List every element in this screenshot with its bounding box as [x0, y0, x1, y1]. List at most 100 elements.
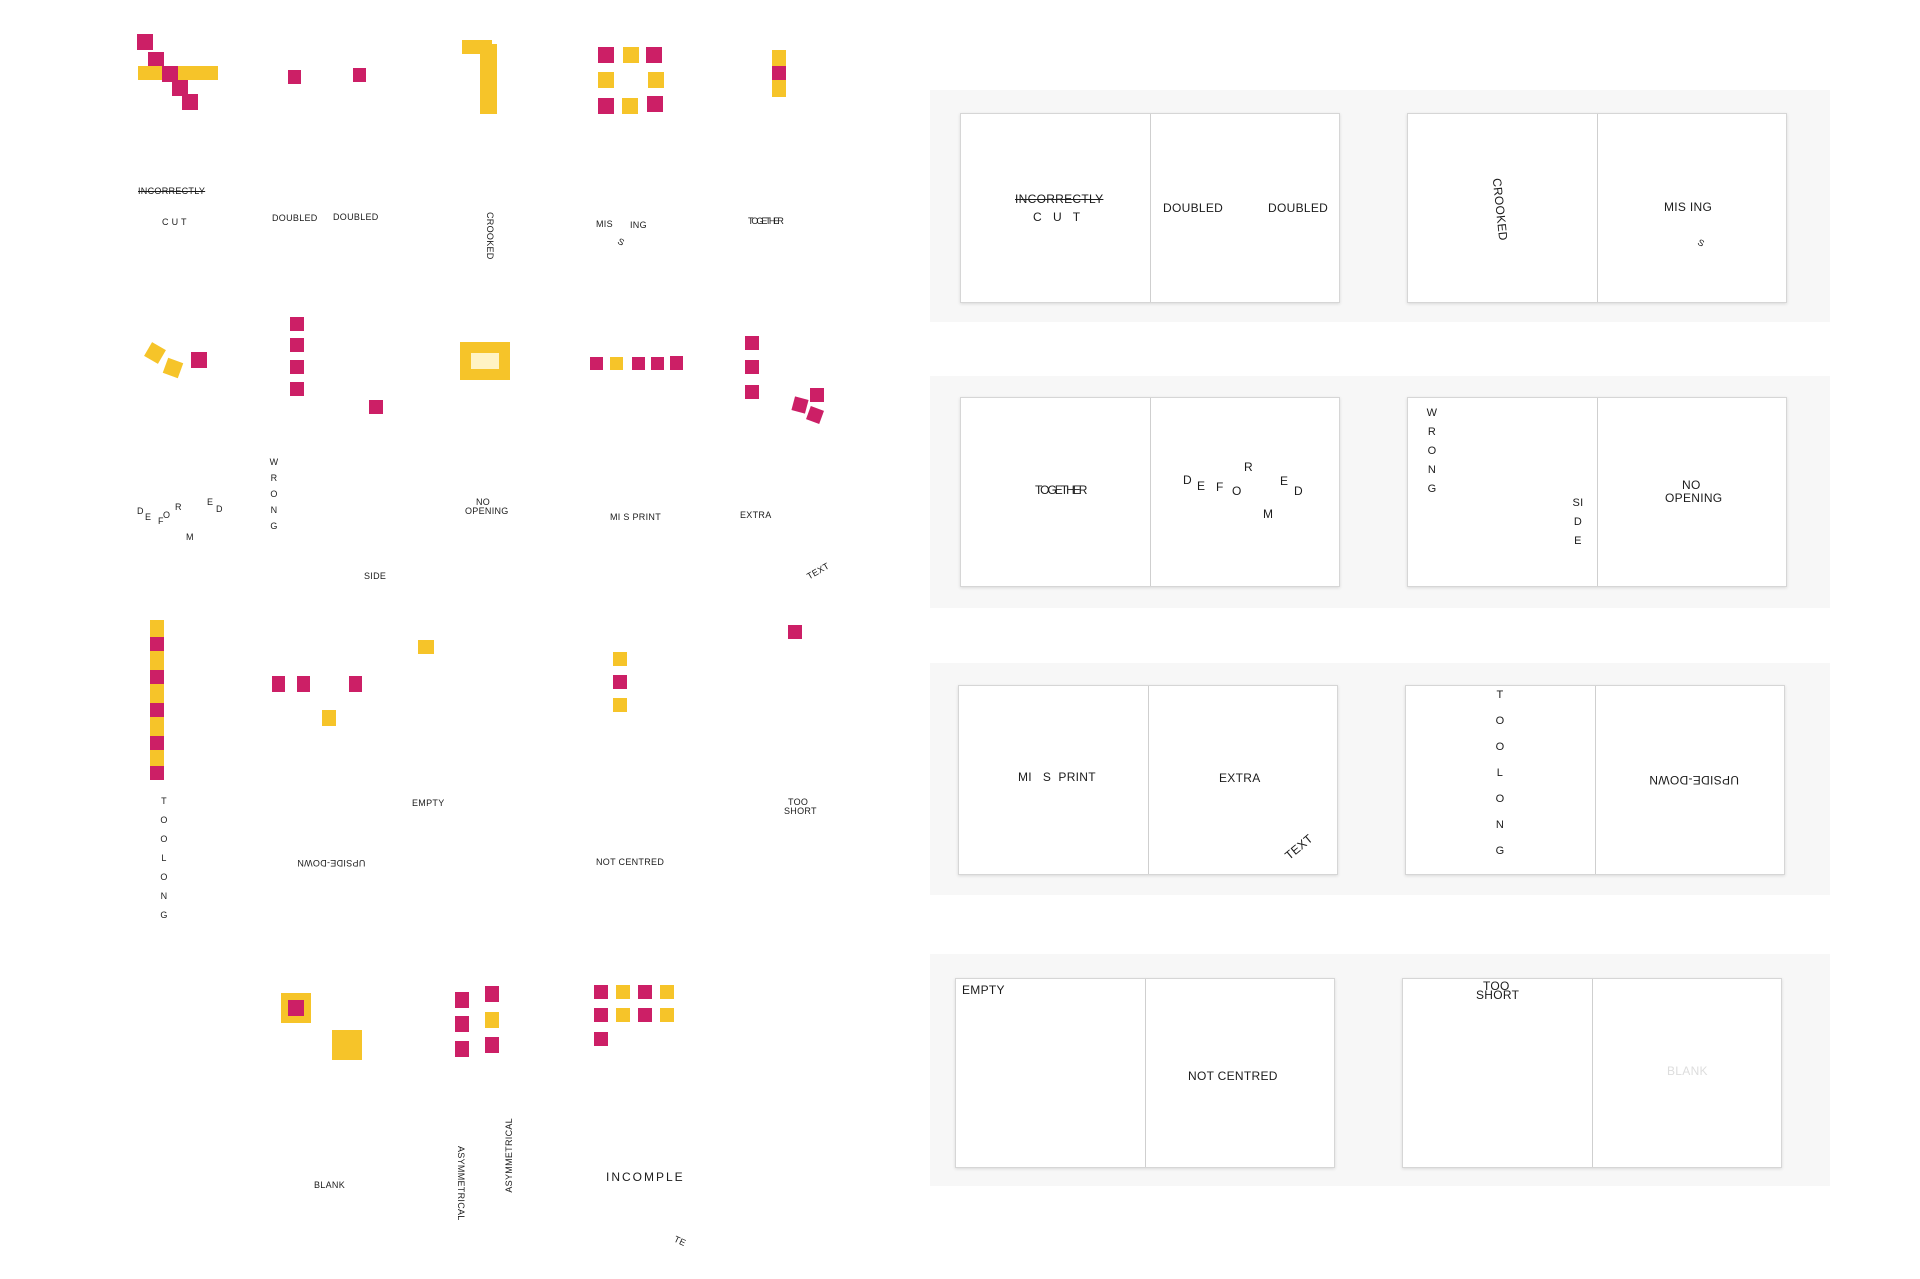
- magenta-square: [288, 1000, 304, 1016]
- magenta-square: [772, 66, 786, 80]
- yellow-square: [485, 1012, 499, 1028]
- magenta-square: [150, 703, 164, 717]
- label-extra: EXTRA: [740, 510, 772, 520]
- yellow-square: [660, 985, 674, 999]
- yellow-frame: [460, 342, 510, 380]
- card-label-upside-down: UPSIDE-DOWN: [1649, 773, 1739, 787]
- magenta-square: [290, 338, 304, 352]
- card-divider: [1150, 398, 1151, 586]
- magenta-square: [150, 766, 164, 780]
- magenta-square: [297, 676, 310, 692]
- label-empty: EMPTY: [412, 798, 445, 808]
- magenta-square: [485, 1037, 499, 1053]
- yellow-square: [162, 357, 184, 379]
- magenta-square: [455, 992, 469, 1008]
- label-incorrectly: INCORRECTLY: [138, 186, 206, 196]
- yellow-square: [616, 1008, 630, 1022]
- magenta-square: [182, 94, 198, 110]
- label-deformed-r: R: [175, 502, 182, 512]
- magenta-square: [455, 1016, 469, 1032]
- card-label-doubled-2: DOUBLED: [1268, 201, 1329, 215]
- yellow-square: [660, 1008, 674, 1022]
- label-cut: C U T: [162, 217, 187, 227]
- label-deformed-o: O: [163, 510, 171, 520]
- magenta-square: [647, 96, 663, 112]
- yellow-bar: [480, 44, 497, 114]
- magenta-square: [369, 400, 383, 414]
- yellow-square: [144, 342, 166, 364]
- card-divider: [1597, 114, 1598, 302]
- magenta-square: [162, 66, 178, 82]
- magenta-square: [791, 396, 809, 414]
- card-label-blank: BLANK: [1667, 1064, 1708, 1078]
- label-side: SIDE: [364, 571, 387, 581]
- card-deformed-o: O: [1232, 484, 1242, 498]
- label-extra-text: TEXT: [805, 560, 832, 582]
- label-no: NO: [476, 497, 491, 507]
- label-short: SHORT: [784, 806, 817, 816]
- label-misprint: MI S PRINT: [610, 512, 662, 522]
- yellow-square: [418, 640, 434, 654]
- magenta-square: [788, 625, 802, 639]
- label-too-long: TOOLONG: [160, 796, 168, 920]
- yellow-square: [613, 698, 627, 712]
- card-label-missing: MIS ING: [1664, 200, 1713, 214]
- magenta-square: [150, 637, 164, 651]
- yellow-square: [322, 710, 336, 726]
- card-label-missing-s: S: [1695, 237, 1707, 249]
- card-divider: [1592, 979, 1593, 1167]
- magenta-square: [455, 1041, 469, 1057]
- magenta-square: [349, 676, 362, 692]
- card-divider: [1597, 398, 1598, 586]
- label-deformed-m: M: [186, 532, 194, 542]
- magenta-square: [485, 986, 499, 1002]
- card-row3-left: MI S PRINT EXTRA TEXT: [958, 685, 1338, 875]
- magenta-square: [353, 68, 366, 82]
- magenta-square: [290, 317, 304, 331]
- magenta-square: [646, 47, 662, 63]
- yellow-square: [648, 72, 664, 88]
- card-row1-right: CROOKED MIS ING S: [1407, 113, 1787, 303]
- label-asymmetrical-2: ASYMMETRICAL: [504, 1118, 514, 1193]
- label-ing: ING: [630, 220, 647, 230]
- label-opening: OPENING: [465, 506, 509, 516]
- label-s: S: [615, 236, 627, 248]
- card-deformed-d2: D: [1294, 484, 1303, 498]
- magenta-square: [290, 360, 304, 374]
- magenta-square: [594, 1008, 608, 1022]
- label-deformed-f: F: [158, 516, 164, 526]
- label-mis: MIS: [596, 219, 613, 229]
- magenta-square: [150, 670, 164, 684]
- magenta-square: [290, 382, 304, 396]
- card-divider: [1150, 114, 1151, 302]
- magenta-square: [670, 356, 683, 370]
- magenta-square: [137, 34, 153, 50]
- magenta-square: [745, 360, 759, 374]
- label-together: TOGETHER: [748, 216, 784, 226]
- magenta-square: [745, 385, 759, 399]
- magenta-square: [651, 357, 664, 370]
- magenta-square: [638, 985, 652, 999]
- magenta-square: [598, 47, 614, 63]
- card-label-opening: OPENING: [1665, 491, 1723, 505]
- card-divider: [1595, 686, 1596, 874]
- card-label-no: NO: [1682, 478, 1701, 492]
- card-label-cut: C U T: [1033, 210, 1085, 224]
- yellow-square: [613, 652, 627, 666]
- card-label-crooked: CROOKED: [1489, 177, 1511, 242]
- card-divider: [1148, 686, 1149, 874]
- label-upside-down: UPSIDE-DOWN: [297, 858, 366, 868]
- card-label-not-centred: NOT CENTRED: [1188, 1069, 1278, 1083]
- magenta-square: [745, 336, 759, 350]
- card-deformed-r: R: [1244, 460, 1253, 474]
- magenta-square: [810, 388, 824, 402]
- magenta-square: [150, 736, 164, 750]
- magenta-square: [632, 357, 645, 370]
- card-deformed-d: D: [1183, 473, 1192, 487]
- card-label-wrong: WRONG: [1426, 407, 1438, 495]
- label-too: TOO: [788, 797, 809, 807]
- card-deformed-f: F: [1216, 480, 1224, 494]
- label-not-centred: NOT CENTRED: [596, 857, 665, 867]
- card-divider: [1145, 979, 1146, 1167]
